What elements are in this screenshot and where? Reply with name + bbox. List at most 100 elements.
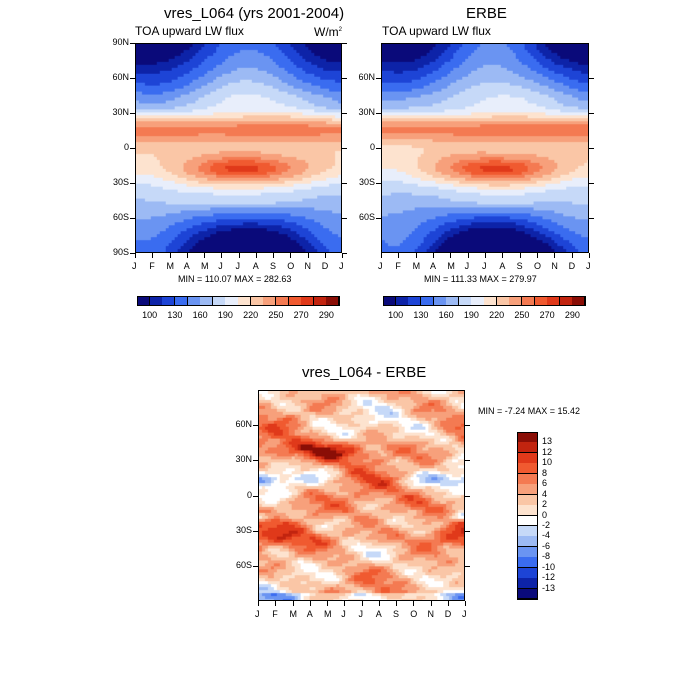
model-cbar-swatch — [313, 296, 327, 306]
obs-cbar-swatch — [420, 296, 434, 306]
model-xtick-label: F — [149, 261, 155, 271]
model-cbar-label: 250 — [268, 310, 284, 320]
obs-ytick — [376, 113, 381, 114]
model-ytick — [130, 43, 135, 44]
obs-xtick-label: M — [447, 261, 455, 271]
obs-xtick-label: F — [395, 261, 401, 271]
obs-ytick-right — [589, 218, 594, 219]
model-ytick — [130, 253, 135, 254]
obs-xtick-label: S — [516, 261, 523, 271]
obs-xtick — [502, 253, 504, 258]
model-ytick — [130, 78, 135, 79]
diff-ytick-right — [465, 565, 470, 567]
model-cbar-label: 130 — [167, 310, 183, 320]
model-xtick-label: O — [287, 261, 295, 271]
model-xtick — [221, 253, 223, 258]
model-cbar-swatch — [174, 296, 188, 306]
obs-xtick — [381, 253, 382, 258]
model-cbar-swatch — [149, 296, 163, 306]
diff-xtick-label: J — [462, 609, 467, 619]
diff-cbar-label: -10 — [542, 561, 556, 572]
model-cbar-swatch — [250, 296, 264, 306]
diff-ytick — [253, 495, 258, 497]
diff-ytick — [253, 425, 258, 427]
model-xtick-label: M — [166, 261, 175, 271]
diff-xtick-label: M — [324, 609, 332, 619]
obs-ytick-right — [589, 78, 594, 79]
obs-xtick — [571, 253, 573, 258]
obs-xtick — [485, 253, 486, 258]
model-xtick-label: D — [321, 261, 329, 271]
obs-cbar-swatch — [484, 296, 498, 306]
obs-ytick — [376, 183, 381, 184]
obs-ytick-label: 60N — [358, 72, 375, 82]
diff-cbar-label: -12 — [542, 572, 556, 583]
diff-cbar-label: -6 — [542, 540, 551, 551]
model-xtick-label: M — [201, 261, 209, 271]
model-ytick-right — [342, 113, 347, 114]
diff-cbar-frame — [517, 432, 538, 599]
obs-xtick — [519, 253, 521, 258]
model-cbar-swatch — [162, 296, 176, 306]
obs-ytick — [376, 78, 381, 79]
model-ytick-right — [342, 253, 347, 254]
obs-xtick-label: J — [586, 261, 591, 271]
model-cbar-swatch — [225, 296, 239, 306]
obs-ytick-right — [589, 113, 594, 114]
model-xtick — [342, 253, 343, 258]
diff-xtick — [327, 601, 328, 606]
model-ytick-label: 30N — [112, 107, 129, 117]
model-xtick — [238, 253, 240, 258]
obs-xtick-label: M — [412, 261, 421, 271]
model-xtick — [273, 253, 274, 258]
model-xtick — [135, 253, 136, 258]
model-stats: MIN = 110.07 MAX = 282.63 — [178, 274, 292, 284]
model-subtitle: TOA upward LW flux — [135, 24, 244, 38]
obs-ytick-right — [589, 183, 594, 184]
diff-ytick-label: 30N — [235, 454, 252, 465]
diff-heatmap — [258, 390, 465, 601]
diff-xtick-label: J — [255, 609, 260, 619]
obs-xtick — [589, 253, 590, 258]
model-units-exp: 2 — [338, 27, 342, 33]
model-cbar-swatch — [200, 296, 214, 306]
model-title: vres_L064 (yrs 2001-2004) — [164, 5, 345, 22]
model-xtick-label: A — [183, 261, 190, 271]
diff-xtick-label: J — [341, 609, 346, 619]
obs-xtick-label: A — [430, 261, 437, 271]
model-cbar-frame — [137, 296, 339, 306]
model-xtick-label: J — [235, 261, 241, 271]
obs-cbar-swatch — [458, 296, 472, 306]
model-heatmap — [135, 43, 342, 253]
diff-cbar-label: 0 — [542, 509, 548, 520]
obs-xtick-label: J — [464, 261, 470, 271]
diff-cbar-label: -4 — [542, 530, 551, 541]
diff-cbar-label: 12 — [542, 446, 553, 457]
diff-cbar-label: 4 — [542, 488, 548, 499]
diff-xtick — [465, 601, 466, 606]
diff-xtick — [361, 601, 363, 606]
obs-subtitle: TOA upward LW flux — [382, 24, 491, 38]
obs-cbar-label: 190 — [463, 310, 479, 320]
diff-cbar-label: 8 — [542, 467, 548, 478]
diff-cbar-label: -2 — [542, 519, 551, 530]
model-ytick-label: 60N — [112, 72, 129, 82]
diff-xtick-label: D — [444, 609, 452, 619]
model-cbar-swatch — [137, 296, 151, 306]
model-cbar-swatch — [187, 296, 201, 306]
model-units-base: W/m — [314, 25, 339, 39]
diff-ytick-label: 0 — [246, 489, 252, 500]
obs-xtick — [398, 253, 400, 258]
obs-cbar-swatch — [496, 296, 510, 306]
diff-stats: MIN = -7.24 MAX = 15.42 — [478, 406, 581, 416]
model-xtick — [152, 253, 154, 258]
diff-xtick — [292, 601, 294, 606]
model-ytick-label: 90N — [112, 37, 129, 47]
obs-cbar-label: 130 — [413, 310, 429, 320]
obs-ytick-label: 60S — [358, 212, 375, 222]
model-cbar-label: 290 — [318, 310, 334, 320]
model-ytick-right — [342, 148, 347, 149]
model-ytick-right — [342, 43, 347, 44]
obs-cbar-label: 160 — [438, 310, 454, 320]
diff-ytick — [253, 530, 258, 532]
